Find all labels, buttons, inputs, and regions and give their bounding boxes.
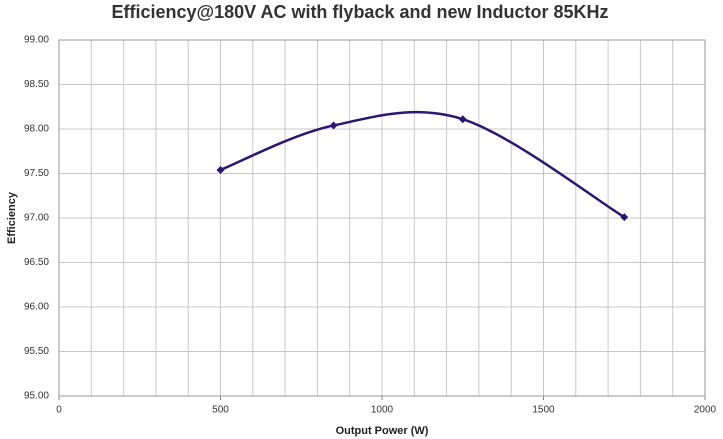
series-line — [220, 110, 625, 219]
marker — [329, 121, 338, 130]
y-tick-label: 95.00 — [24, 391, 49, 402]
plot-frame — [58, 39, 706, 397]
x-tick-label: 1500 — [532, 405, 555, 416]
y-tick-label: 95.50 — [24, 346, 49, 357]
y-tick-label: 98.50 — [24, 79, 49, 90]
y-tick-label: 96.50 — [24, 257, 49, 268]
x-tick-label: 2000 — [694, 405, 717, 416]
x-tick-label: 0 — [56, 405, 62, 416]
chart-title: Efficiency@180V AC with flyback and new … — [111, 2, 608, 22]
marker — [458, 115, 467, 124]
y-tick-label: 98.00 — [24, 124, 49, 135]
y-axis-title: Efficiency — [6, 191, 18, 244]
x-axis-title: Output Power (W) — [336, 425, 429, 437]
x-tick-label: 500 — [212, 405, 229, 416]
marker — [620, 213, 629, 222]
y-tick-label: 97.00 — [24, 213, 49, 224]
marker — [216, 165, 225, 174]
y-tick-label: 96.00 — [24, 302, 49, 313]
y-tick-label: 97.50 — [24, 168, 49, 179]
x-tick-label: 1000 — [371, 405, 394, 416]
y-tick-label: 99.00 — [24, 35, 49, 46]
